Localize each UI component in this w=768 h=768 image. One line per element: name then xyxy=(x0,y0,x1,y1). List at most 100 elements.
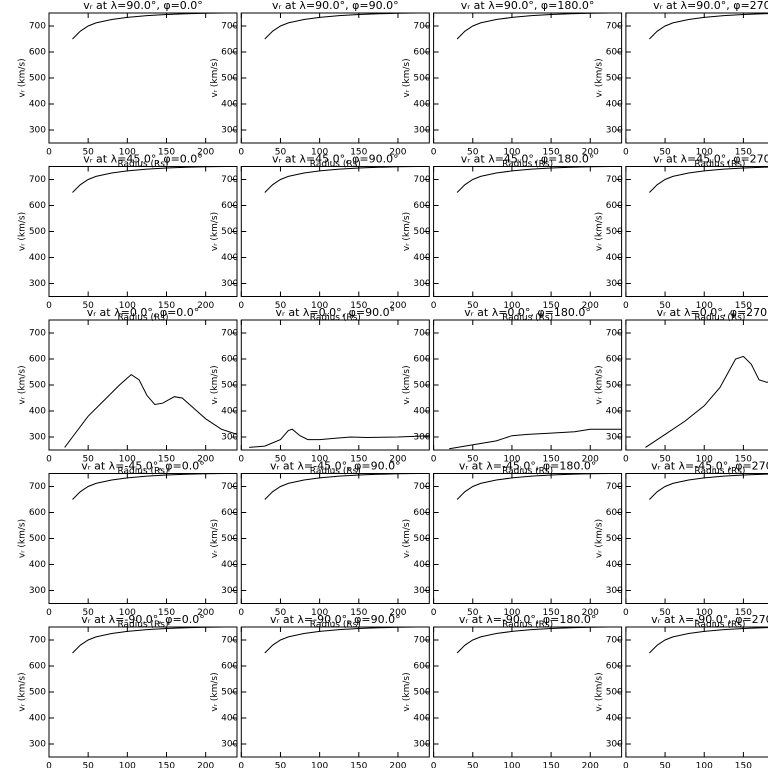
x-tick-label: 100 xyxy=(696,762,713,768)
y-tick-label: 300 xyxy=(221,433,238,443)
chart-title: vᵣ at λ=90.0°, φ=0.0° xyxy=(83,0,203,12)
x-tick-label: 50 xyxy=(275,301,287,311)
x-tick-label: 0 xyxy=(431,455,437,465)
x-tick-label: 150 xyxy=(350,301,367,311)
y-tick-label: 400 xyxy=(413,253,430,263)
x-tick-label: 0 xyxy=(46,301,52,311)
x-tick-label: 0 xyxy=(46,455,52,465)
chart-title: vᵣ at λ=0.0°, φ=90.0° xyxy=(276,306,396,319)
y-tick-label: 400 xyxy=(413,714,430,724)
x-tick-label: 100 xyxy=(311,455,328,465)
y-tick-label: 600 xyxy=(221,48,238,58)
x-axis-label: Radius (Rs) xyxy=(502,467,553,477)
y-tick-label: 700 xyxy=(221,22,238,32)
x-axis-label: Radius (Rs) xyxy=(117,467,168,477)
x-tick-label: 200 xyxy=(197,608,214,618)
y-tick-label: 400 xyxy=(221,714,238,724)
y-tick-label: 700 xyxy=(413,175,430,185)
plot-frame xyxy=(48,166,238,297)
y-tick-label: 600 xyxy=(413,201,430,211)
y-tick-label: 300 xyxy=(29,126,46,136)
x-tick-label: 150 xyxy=(735,148,752,158)
x-tick-label: 150 xyxy=(350,148,367,158)
y-tick-label: 400 xyxy=(606,560,623,570)
y-axis-label: vᵣ (km/s) xyxy=(402,365,412,404)
x-tick-label: 50 xyxy=(467,455,479,465)
data-line xyxy=(649,166,768,193)
x-tick-label: 0 xyxy=(623,608,629,618)
plot-frame xyxy=(625,473,768,604)
x-tick-label: 150 xyxy=(158,148,175,158)
y-tick-label: 700 xyxy=(221,636,238,646)
plot-frame xyxy=(433,166,623,297)
y-tick-label: 500 xyxy=(606,227,623,237)
x-axis-label: Radius (Rs) xyxy=(502,313,553,323)
y-tick-label: 700 xyxy=(29,482,46,492)
x-axis-label: Radius (Rs) xyxy=(502,620,553,630)
y-axis-label: vᵣ (km/s) xyxy=(210,58,220,97)
x-tick-label: 0 xyxy=(431,608,437,618)
x-tick-label: 200 xyxy=(197,301,214,311)
x-tick-label: 100 xyxy=(503,455,520,465)
y-tick-label: 300 xyxy=(413,740,430,750)
y-tick-label: 600 xyxy=(413,355,430,365)
y-tick-label: 600 xyxy=(606,508,623,518)
x-axis-label: Radius (Rs) xyxy=(117,313,168,323)
data-line xyxy=(649,627,768,654)
x-tick-label: 50 xyxy=(275,148,287,158)
x-axis-label: Radius (Rs) xyxy=(117,620,168,630)
y-tick-label: 400 xyxy=(221,560,238,570)
x-tick-label: 150 xyxy=(735,455,752,465)
y-tick-label: 300 xyxy=(29,433,46,443)
y-tick-label: 600 xyxy=(29,355,46,365)
y-tick-label: 300 xyxy=(413,126,430,136)
x-tick-label: 150 xyxy=(543,762,560,768)
y-tick-label: 400 xyxy=(413,100,430,110)
y-tick-label: 300 xyxy=(413,433,430,443)
x-axis-label: Radius (Rs) xyxy=(694,313,745,323)
y-axis-label: vᵣ (km/s) xyxy=(18,212,28,251)
y-tick-label: 700 xyxy=(413,329,430,339)
x-tick-label: 0 xyxy=(46,762,52,768)
y-tick-label: 400 xyxy=(29,714,46,724)
y-axis-label: vᵣ (km/s) xyxy=(18,672,28,711)
chart-title: vᵣ at λ=45.0°, φ=180.0° xyxy=(461,153,595,166)
x-tick-label: 0 xyxy=(238,455,244,465)
y-tick-label: 500 xyxy=(606,381,623,391)
x-tick-label: 150 xyxy=(735,762,752,768)
y-axis-label: vᵣ (km/s) xyxy=(210,365,220,404)
plot-frame xyxy=(48,626,238,758)
y-axis-label: vᵣ (km/s) xyxy=(594,365,604,404)
y-axis-label: vᵣ (km/s) xyxy=(594,212,604,251)
x-tick-label: 100 xyxy=(311,301,328,311)
x-tick-label: 0 xyxy=(623,301,629,311)
y-axis-label: vᵣ (km/s) xyxy=(18,365,28,404)
x-tick-label: 200 xyxy=(389,608,406,618)
y-tick-label: 600 xyxy=(606,355,623,365)
y-tick-label: 300 xyxy=(413,279,430,289)
y-tick-label: 700 xyxy=(606,482,623,492)
data-line xyxy=(264,166,430,193)
x-tick-label: 200 xyxy=(389,148,406,158)
plot-frame xyxy=(625,166,768,297)
chart-title: vᵣ at λ=45.0°, φ=270.0° xyxy=(653,153,768,166)
y-tick-label: 600 xyxy=(606,662,623,672)
x-tick-label: 150 xyxy=(350,455,367,465)
x-axis-label: Radius (Rs) xyxy=(117,160,168,170)
data-line xyxy=(456,626,622,654)
y-tick-label: 400 xyxy=(29,100,46,110)
x-tick-label: 150 xyxy=(350,608,367,618)
x-axis-label: Radius (Rs) xyxy=(310,160,361,170)
y-tick-label: 300 xyxy=(221,740,238,750)
data-line xyxy=(649,473,768,500)
x-tick-label: 150 xyxy=(158,301,175,311)
x-tick-label: 150 xyxy=(543,148,560,158)
x-tick-label: 100 xyxy=(119,762,136,768)
y-tick-label: 300 xyxy=(29,279,46,289)
y-tick-label: 400 xyxy=(29,253,46,263)
x-tick-label: 200 xyxy=(582,608,599,618)
plot-frame xyxy=(433,12,623,144)
y-axis-label: vᵣ (km/s) xyxy=(402,519,412,558)
chart-title: vᵣ at λ=45.0°, φ=0.0° xyxy=(83,153,203,166)
y-tick-label: 500 xyxy=(221,381,238,391)
